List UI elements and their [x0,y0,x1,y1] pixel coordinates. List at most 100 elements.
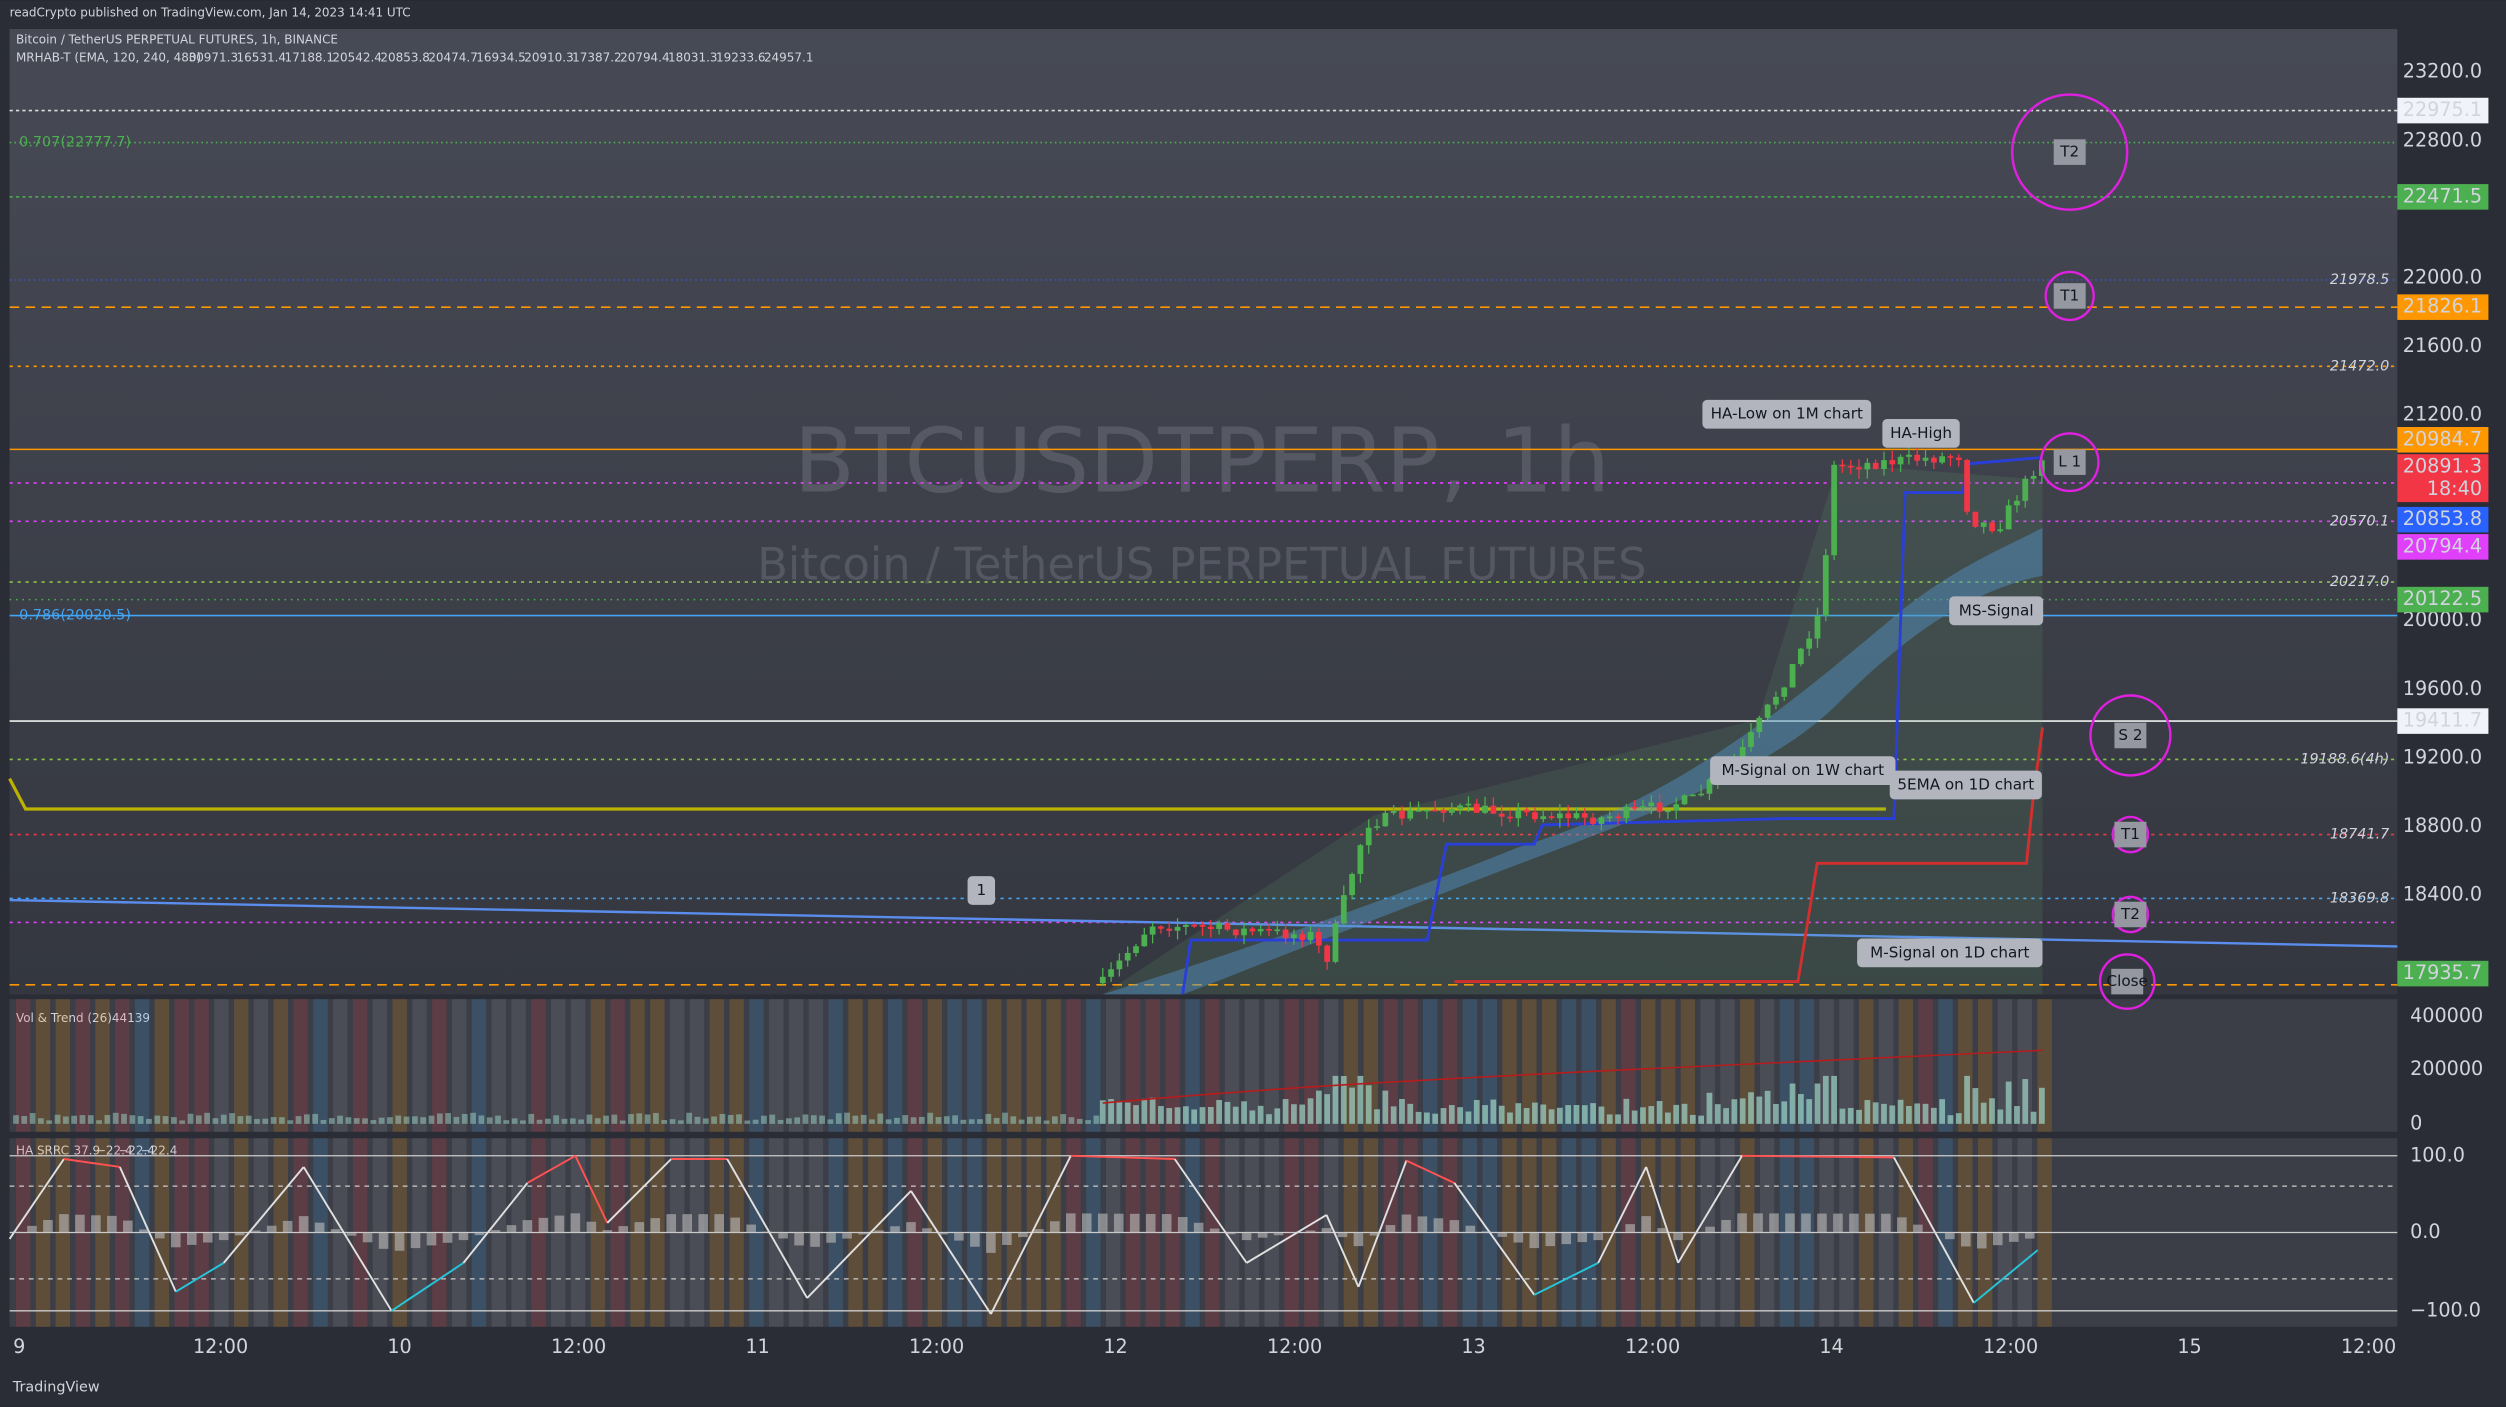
trend-band [55,999,71,1132]
vol-ma [1102,1049,2043,1104]
osc-bar [698,1214,709,1233]
trend-band [471,999,487,1132]
candle [1166,928,1173,931]
volume-bar [1831,1075,1837,1124]
candle [1822,555,1829,616]
trend-band [1423,999,1438,1132]
candle [1332,923,1339,962]
volume-bar [511,1118,518,1124]
osc-line [1453,1182,1536,1296]
volume-bar [112,1112,119,1124]
osc-bar [1081,1213,1092,1233]
volume-bar [561,1118,568,1124]
annotation: M-Signal on 1W chart [1721,761,1884,779]
osc-bar [1209,1228,1220,1233]
trend-band [788,999,804,1132]
volume-bar [1789,1083,1796,1124]
price-tag [2397,184,2489,210]
osc-bar [650,1218,661,1233]
osc-bar [2008,1232,2019,1242]
trend-band [1859,999,1874,1132]
volume-bar [320,1119,327,1124]
trend-band [115,999,130,1132]
annotation-box [1889,770,2042,800]
indicator-value: 20794.4 [620,50,670,64]
volume-bar [1424,1112,1430,1124]
volume-bar [1282,1099,1289,1124]
osc-bar [59,1214,69,1233]
volume-bar [1681,1103,1688,1124]
volume-bar [802,1114,809,1124]
trend-band [2017,999,2032,1132]
candle [1939,456,1946,463]
candle [1207,926,1214,929]
trend-band [1561,999,1577,1132]
volume-bar [2005,1081,2012,1124]
osc-bar [410,1232,421,1249]
osc-line [1597,1166,1648,1264]
trend-band [313,999,328,1132]
volume-bar [79,1115,86,1124]
osc-line [1357,1160,1408,1288]
volume-bar [353,1118,360,1124]
osc-value: −22.4 [96,1144,133,1158]
price-tag [2397,294,2489,320]
candle [1382,812,1389,827]
volume-bar [1565,1105,1572,1124]
target-label: T1 [2059,286,2079,304]
osc-bar [107,1215,117,1233]
osc-line [526,1154,576,1184]
volume-bar [412,1116,418,1124]
volume-bar [1315,1090,1322,1124]
osc-bar [91,1215,101,1233]
volume-bar [1706,1092,1713,1124]
candle [1457,805,1464,810]
volume-bar [2039,1087,2045,1124]
candle [1158,926,1164,929]
volume-bar [287,1120,294,1124]
volume-bar [146,1118,152,1124]
candle [1399,810,1405,819]
time-label: 15 [2177,1335,2201,1358]
osc-bar [11,1231,21,1233]
candle [1922,457,1929,461]
candle [2030,475,2037,479]
level-label: 21472.0 [2330,358,2389,374]
volume-bar [270,1117,277,1124]
candle [2014,500,2020,506]
candle [1390,810,1397,813]
candle [1665,810,1671,813]
price-label: 19200.0 [2403,745,2482,768]
target-box [2111,968,2144,995]
volume-bar [1407,1103,1414,1124]
indicator-value: 17387.2 [572,50,622,64]
candle [1141,934,1148,947]
volume-bar [71,1115,78,1124]
trend-band [1541,999,1557,1132]
osc-line [1742,1154,1894,1159]
candle [1448,809,1455,813]
time-label: 12 [1103,1335,1127,1358]
volume-bar [345,1117,352,1124]
candle [1997,529,2004,532]
candle [1532,812,1538,820]
osc-bar [1161,1214,1172,1233]
volume-bar [195,1115,202,1124]
volume-bar [395,1115,402,1124]
price-tag [2397,506,2489,533]
volume-bar [1872,1102,1879,1124]
volume-bar [179,1120,186,1124]
osc-axis-label: 0.0 [2410,1220,2440,1243]
volume-bar [686,1112,693,1124]
volume-bar [761,1115,767,1124]
trend-band [769,999,784,1132]
volume-bar [478,1115,485,1124]
trend-band [729,999,744,1132]
countdown: 18:40 [2427,477,2482,500]
volume-bar [428,1115,435,1124]
osc-bar [474,1232,485,1236]
osc-bar [1193,1222,1204,1233]
volume-bar [1027,1116,1033,1124]
osc-bar [250,1230,261,1233]
volume-bar [2014,1106,2020,1124]
